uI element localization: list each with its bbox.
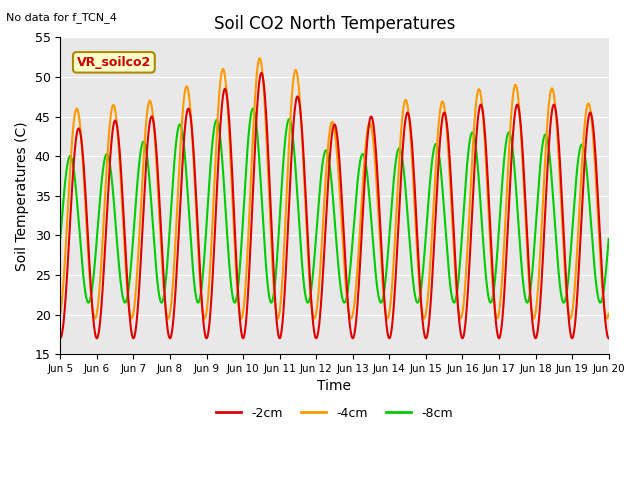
- -4cm: [179, 110, 186, 116]
- -4cm: [165, 313, 173, 319]
- Legend: -2cm, -4cm, -8cm: -2cm, -4cm, -8cm: [211, 402, 458, 424]
- -4cm: [420, 315, 428, 321]
- Text: No data for f_TCN_4: No data for f_TCN_4: [6, 12, 117, 23]
- -8cm: [165, 239, 173, 244]
- -2cm: [179, 164, 186, 169]
- -8cm: [420, 258, 428, 264]
- -8cm: [605, 236, 612, 242]
- Title: Soil CO2 North Temperatures: Soil CO2 North Temperatures: [214, 15, 455, 33]
- -8cm: [240, 207, 248, 213]
- -8cm: [492, 272, 499, 277]
- -4cm: [492, 312, 500, 318]
- -2cm: [258, 70, 266, 76]
- -4cm: [56, 311, 64, 316]
- -8cm: [596, 300, 604, 305]
- -8cm: [540, 134, 548, 140]
- X-axis label: Time: Time: [317, 379, 351, 394]
- -4cm: [540, 172, 548, 178]
- Text: VR_soilco2: VR_soilco2: [77, 56, 151, 69]
- -2cm: [165, 334, 173, 339]
- -2cm: [605, 336, 612, 341]
- Y-axis label: Soil Temperatures (C): Soil Temperatures (C): [15, 121, 29, 271]
- -4cm: [164, 315, 172, 321]
- -4cm: [605, 311, 612, 316]
- Line: -2cm: -2cm: [60, 73, 609, 338]
- -2cm: [240, 335, 248, 341]
- -8cm: [249, 106, 257, 111]
- -4cm: [256, 55, 264, 61]
- Line: -4cm: -4cm: [60, 58, 609, 318]
- -8cm: [179, 129, 186, 134]
- -2cm: [56, 336, 64, 341]
- -8cm: [56, 236, 64, 242]
- -2cm: [492, 314, 499, 320]
- -4cm: [240, 302, 248, 308]
- -2cm: [420, 329, 428, 335]
- -2cm: [540, 236, 548, 241]
- Line: -8cm: -8cm: [60, 108, 609, 302]
